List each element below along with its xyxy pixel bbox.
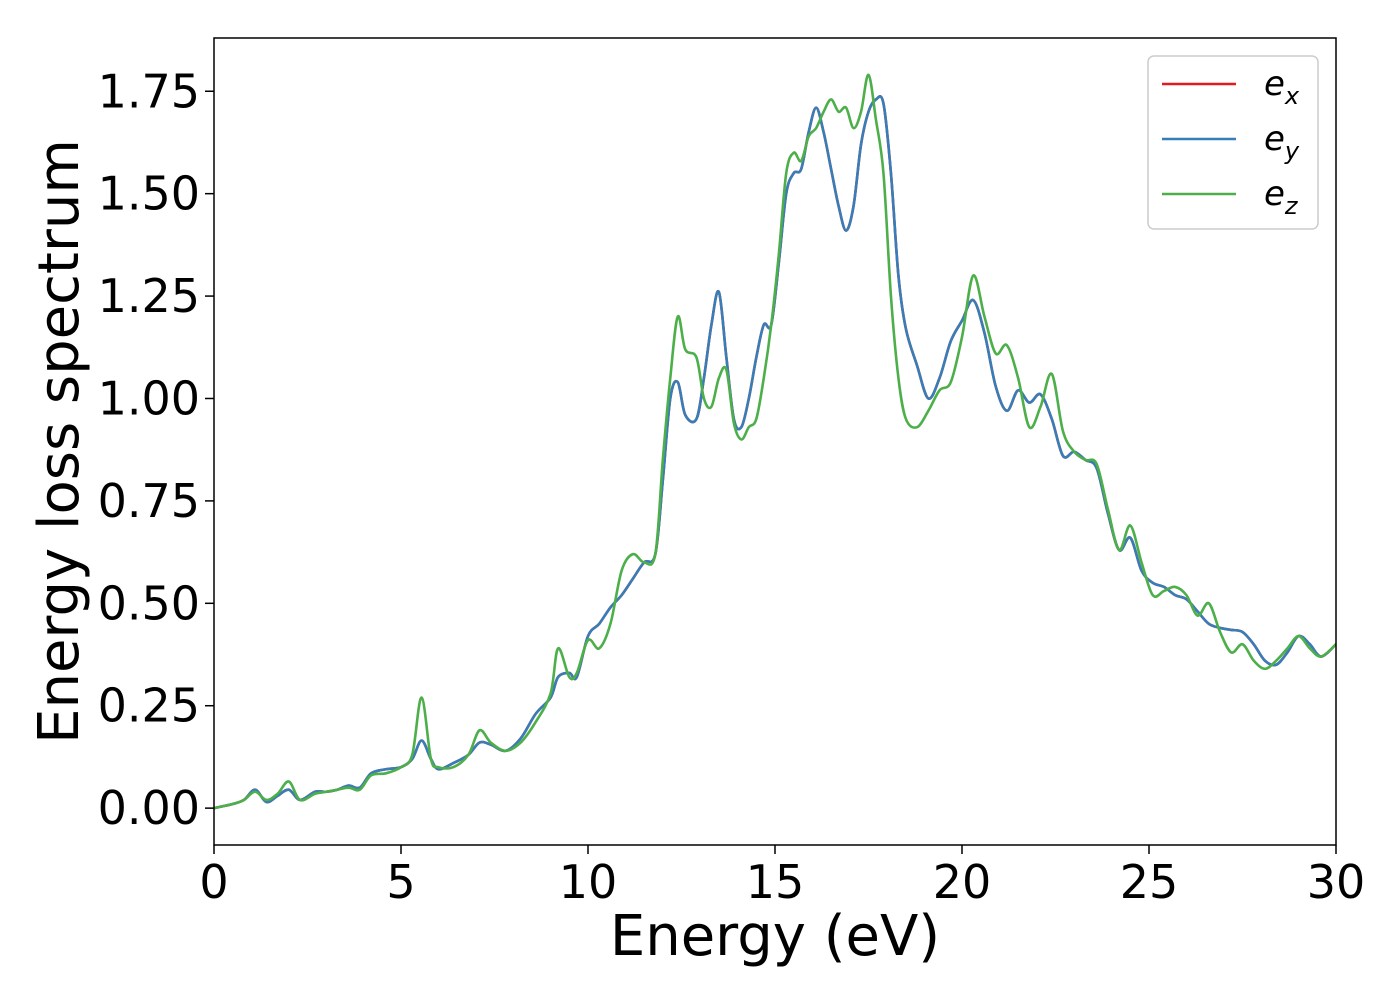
y-tick-label: 1.75 (98, 64, 200, 118)
x-tick-label: 0 (199, 855, 228, 909)
x-axis-label: Energy (eV) (610, 904, 940, 969)
legend-label-ex: ex (1264, 64, 1300, 110)
y-tick-label: 1.25 (98, 269, 200, 323)
y-axis-ticks: 0.00 0.25 0.50 0.75 1.00 1.25 1.50 1.75 (98, 64, 214, 835)
y-axis-label: Energy loss spectrum (27, 139, 92, 744)
legend-label-base: e (1264, 64, 1285, 104)
legend-label-base: e (1264, 119, 1285, 159)
series-layer (214, 73, 1336, 810)
x-tick-label: 5 (386, 855, 415, 909)
y-tick-label: 0.00 (98, 781, 200, 835)
x-axis-ticks: 0 5 10 15 20 25 30 (199, 845, 1365, 909)
legend-label-base: e (1264, 174, 1285, 214)
legend-label-subscript: z (1284, 192, 1299, 220)
series-line-ez (214, 73, 1336, 810)
x-tick-label: 20 (933, 855, 992, 909)
legend-label-ez: ez (1264, 174, 1299, 220)
legend-label-subscript: y (1284, 137, 1300, 165)
x-tick-label: 15 (746, 855, 805, 909)
y-tick-label: 1.00 (98, 371, 200, 425)
x-tick-label: 25 (1120, 855, 1179, 909)
x-tick-label: 10 (559, 855, 618, 909)
y-tick-label: 0.25 (98, 679, 200, 733)
legend-label-ey: ey (1264, 119, 1300, 165)
y-tick-label: 0.50 (98, 576, 200, 630)
y-tick-label: 0.75 (98, 474, 200, 528)
legend-label-subscript: x (1284, 82, 1300, 110)
legend-box (1147, 55, 1319, 230)
x-tick-label: 30 (1307, 855, 1366, 909)
y-tick-label: 1.50 (98, 167, 200, 221)
